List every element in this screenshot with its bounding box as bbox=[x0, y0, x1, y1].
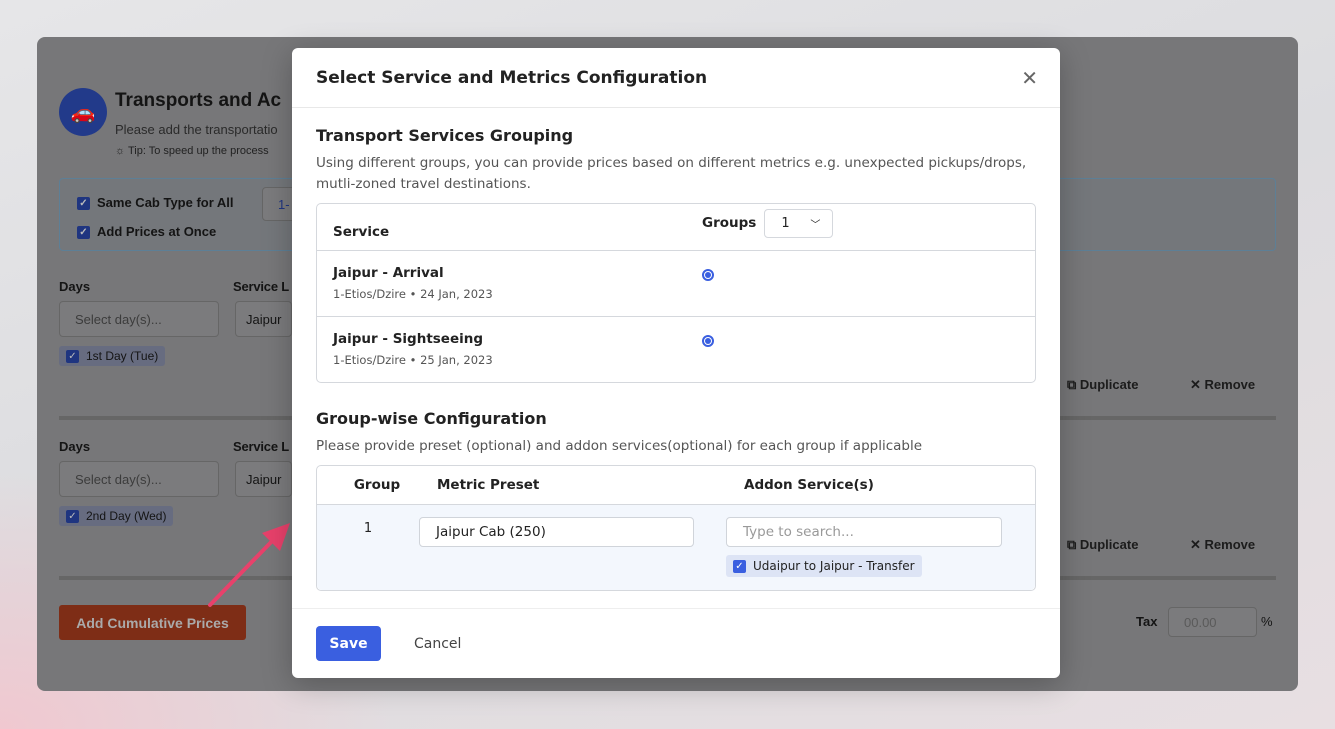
metric-preset-input[interactable]: Jaipur Cab (250) bbox=[419, 517, 694, 547]
modal-title: Select Service and Metrics Configuration bbox=[316, 67, 708, 88]
tax-label: Tax bbox=[1136, 614, 1158, 629]
service-name: Jaipur - Sightseeing bbox=[333, 331, 484, 347]
service-label: Service L bbox=[233, 439, 290, 454]
addon-search-input[interactable]: Type to search... bbox=[726, 517, 1002, 547]
chevron-down-icon: ﹀ bbox=[810, 219, 821, 231]
col-addon: Addon Service(s) bbox=[744, 477, 874, 493]
service-input[interactable]: Jaipur bbox=[235, 301, 292, 337]
table-row: Jaipur - Sightseeing 1-Etios/Dzire • 25 J… bbox=[317, 316, 1035, 382]
car-icon: 🚗 bbox=[59, 88, 107, 136]
col-service: Service bbox=[333, 224, 390, 240]
close-icon[interactable]: ✕ bbox=[1021, 65, 1038, 90]
duplicate-button[interactable]: ⧉ Duplicate bbox=[1067, 537, 1139, 552]
grouping-description: Using different groups, you can provide … bbox=[316, 155, 1027, 192]
tax-unit: % bbox=[1261, 614, 1273, 629]
services-table: Service Groups 1 ﹀ Jaipur - Arrival 1-Etio… bbox=[316, 203, 1036, 383]
page-title: Transports and Ac bbox=[115, 90, 282, 111]
service-meta: 1-Etios/Dzire • 24 Jan, 2023 bbox=[333, 287, 493, 301]
service-name: Jaipur - Arrival bbox=[333, 265, 444, 281]
add-cumulative-prices-button[interactable]: Add Cumulative Prices bbox=[59, 605, 246, 640]
group-radio[interactable] bbox=[702, 335, 714, 347]
config-heading: Group-wise Configuration bbox=[316, 409, 547, 428]
grouping-heading: Transport Services Grouping bbox=[316, 126, 574, 145]
remove-button[interactable]: ✕ Remove bbox=[1190, 537, 1256, 552]
table-row: Jaipur - Arrival 1-Etios/Dzire • 24 Jan, … bbox=[317, 250, 1035, 316]
days-label: Days bbox=[59, 439, 91, 454]
table-row: 1 Jaipur Cab (250) Type to search... ✓ Ud… bbox=[317, 504, 1035, 590]
group-number: 1 bbox=[363, 521, 373, 536]
close-icon: ✕ bbox=[1190, 377, 1205, 392]
service-label: Service L bbox=[233, 279, 290, 294]
service-input[interactable]: Jaipur bbox=[235, 461, 292, 497]
copy-icon: ⧉ bbox=[1067, 377, 1080, 392]
col-preset: Metric Preset bbox=[437, 477, 540, 493]
duplicate-button[interactable]: ⧉ Duplicate bbox=[1067, 377, 1139, 392]
bulb-icon: ☼ bbox=[115, 145, 128, 157]
add-prices-checkbox[interactable]: ✓ Add Prices at Once bbox=[77, 224, 216, 240]
page-subtitle: Please add the transportatio bbox=[115, 122, 278, 137]
tip-text: ☼ Tip: To speed up the process bbox=[115, 145, 269, 157]
config-table: Group Metric Preset Addon Service(s) 1 J… bbox=[316, 465, 1036, 591]
days-label: Days bbox=[59, 279, 91, 294]
same-cab-checkbox[interactable]: ✓ Same Cab Type for All bbox=[77, 195, 234, 211]
save-button[interactable]: Save bbox=[316, 626, 381, 661]
days-input[interactable]: Select day(s)... bbox=[59, 301, 219, 337]
days-input[interactable]: Select day(s)... bbox=[59, 461, 219, 497]
addon-tag[interactable]: ✓ Udaipur to Jaipur - Transfer bbox=[726, 555, 922, 577]
remove-button[interactable]: ✕ Remove bbox=[1190, 377, 1256, 392]
config-description: Please provide preset (optional) and add… bbox=[316, 438, 923, 454]
groups-select[interactable]: 1 ﹀ bbox=[764, 208, 834, 238]
config-modal: Select Service and Metrics Configuration… bbox=[292, 48, 1060, 678]
close-icon: ✕ bbox=[1190, 537, 1205, 552]
arrow-annotation-icon bbox=[208, 523, 290, 607]
service-meta: 1-Etios/Dzire • 25 Jan, 2023 bbox=[333, 353, 493, 367]
copy-icon: ⧉ bbox=[1067, 537, 1080, 552]
group-radio[interactable] bbox=[702, 269, 714, 281]
col-group: Group bbox=[353, 477, 401, 493]
tax-input[interactable]: 00.00 bbox=[1168, 607, 1257, 637]
day-tag[interactable]: ✓ 2nd Day (Wed) bbox=[59, 506, 174, 527]
day-tag[interactable]: ✓ 1st Day (Tue) bbox=[59, 346, 166, 367]
cancel-button[interactable]: Cancel bbox=[414, 635, 462, 652]
col-groups: Groups bbox=[702, 215, 757, 231]
